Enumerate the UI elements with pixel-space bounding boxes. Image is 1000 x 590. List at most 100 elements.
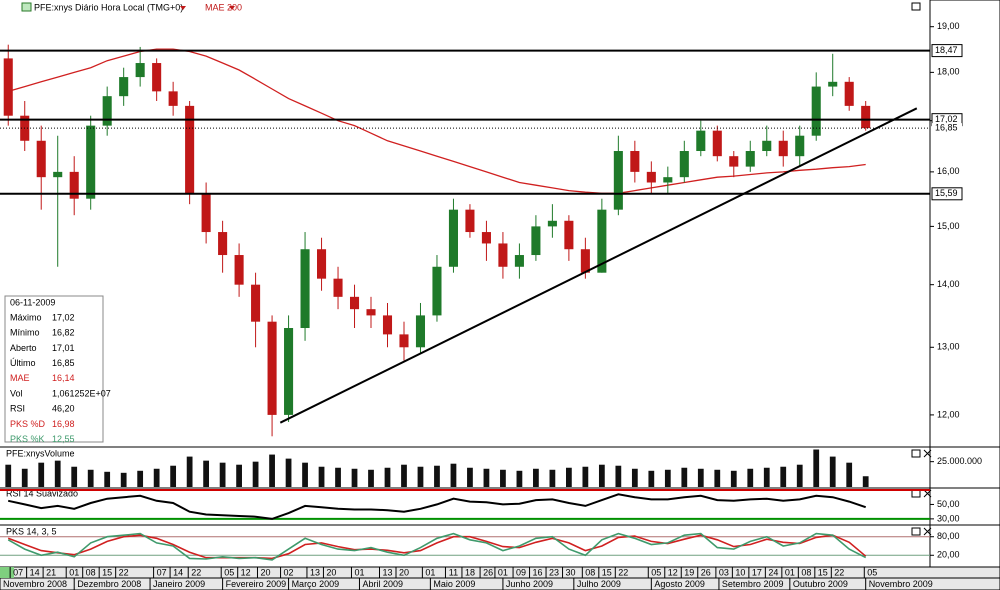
- close-button[interactable]: [923, 489, 932, 498]
- volume-bar: [467, 467, 473, 487]
- indicator-line: [7, 493, 867, 520]
- symbol-icon[interactable]: [21, 2, 32, 12]
- maximize-button[interactable]: [911, 449, 921, 458]
- candle-body: [448, 209, 458, 267]
- candle-body: [580, 249, 590, 273]
- volume-bar: [252, 461, 259, 487]
- x-tick-label: 01: [354, 567, 364, 577]
- volume-bar: [582, 466, 589, 487]
- x-tick-label: 16: [533, 567, 543, 577]
- time-axis-marker: [0, 567, 14, 578]
- volume-bar: [483, 468, 490, 487]
- volume-bar: [401, 464, 407, 487]
- candle-body: [284, 328, 294, 415]
- candle-body: [234, 255, 244, 285]
- indicator-line: [7, 534, 867, 560]
- x-tick-label: 15: [102, 567, 112, 577]
- volume-bar: [21, 468, 28, 487]
- maximize-button[interactable]: [911, 527, 921, 536]
- candle-body: [399, 334, 409, 348]
- volume-bar: [681, 467, 688, 487]
- info-value: 12,55: [52, 434, 75, 444]
- level-label-box: [931, 187, 963, 201]
- candle-body: [630, 151, 640, 172]
- close-button[interactable]: [923, 527, 932, 536]
- candle-body: [712, 130, 722, 157]
- volume-bar: [170, 465, 177, 487]
- pane-title: PKS 14, 3, 5: [6, 526, 57, 536]
- level-label: 18,47: [935, 45, 958, 55]
- maximize-button[interactable]: [911, 489, 921, 498]
- candle-body: [3, 58, 13, 116]
- dropdown-arrow[interactable]: [229, 6, 235, 10]
- info-value: 16,82: [52, 328, 75, 338]
- x-tick-label: 21: [46, 567, 56, 577]
- month-label: Novembro 2008: [3, 579, 67, 589]
- volume-bar: [500, 469, 506, 487]
- y-tick-label: 30,00: [937, 513, 960, 523]
- x-tick-label: 19: [684, 567, 694, 577]
- volume-bar: [120, 472, 127, 487]
- month-label: Setembro 2009: [722, 579, 784, 589]
- x-tick-label: 22: [618, 567, 628, 577]
- info-label: Aberto: [10, 343, 37, 353]
- x-tick-label: 24: [768, 567, 778, 577]
- x-tick-label: 05: [224, 567, 234, 577]
- candle-body: [53, 171, 63, 178]
- candle-body: [778, 140, 788, 157]
- last-price-box: [932, 123, 962, 134]
- x-tick-label: 26: [483, 567, 493, 577]
- info-value: 1,061252E+07: [52, 388, 111, 398]
- volume-bar: [137, 470, 144, 487]
- candle-body: [415, 315, 426, 348]
- candle-body: [498, 243, 508, 267]
- x-tick-label: 09: [516, 567, 526, 577]
- volume-bar: [747, 468, 754, 487]
- info-value: 46,20: [52, 404, 75, 414]
- x-tick-label: 01: [785, 567, 795, 577]
- x-tick-label: 11: [449, 567, 458, 577]
- volume-bar: [598, 464, 605, 487]
- indicator-label: MAE 200: [205, 2, 242, 12]
- x-tick-label: 13: [310, 567, 320, 577]
- info-label: Último: [10, 358, 36, 368]
- level-label: 17,02: [935, 114, 958, 124]
- volume-bar: [302, 462, 308, 487]
- x-tick-label: 01: [498, 567, 508, 577]
- info-label: MAE: [10, 373, 30, 383]
- candle-body: [382, 315, 393, 335]
- x-tick-label: 30: [566, 567, 576, 577]
- candle-body: [811, 86, 821, 136]
- candle-body: [218, 232, 228, 256]
- y-tick-label: 18,00: [937, 67, 960, 77]
- volume-bar: [862, 476, 869, 487]
- candle-body: [152, 63, 162, 92]
- y-tick-label: 12,00: [937, 409, 960, 419]
- info-box: [4, 295, 104, 443]
- volume-bar: [285, 458, 292, 487]
- maximize-button[interactable]: [911, 2, 921, 11]
- info-value: 17,02: [52, 312, 75, 322]
- volume-bar: [664, 469, 671, 487]
- candle-body: [267, 321, 277, 415]
- level-label: 15,59: [935, 188, 958, 198]
- volume-bar: [203, 460, 210, 487]
- x-tick-label: 08: [585, 567, 595, 577]
- info-label: PKS %K: [10, 434, 45, 444]
- y-tick-label: 20,00: [937, 550, 960, 560]
- x-tick-label: 15: [602, 567, 612, 577]
- volume-bar: [434, 465, 440, 487]
- candle-body: [119, 77, 129, 97]
- x-tick-label: 22: [119, 567, 129, 577]
- dropdown-arrow[interactable]: [180, 6, 186, 10]
- volume-bar: [318, 466, 325, 487]
- x-tick-label: 02: [284, 567, 294, 577]
- x-tick-label: 08: [801, 567, 811, 577]
- close-button[interactable]: [923, 449, 932, 458]
- candle-body: [86, 125, 96, 199]
- candle-body: [844, 81, 854, 106]
- y-tick-label: 15,00: [937, 221, 960, 231]
- volume-bar: [71, 466, 78, 487]
